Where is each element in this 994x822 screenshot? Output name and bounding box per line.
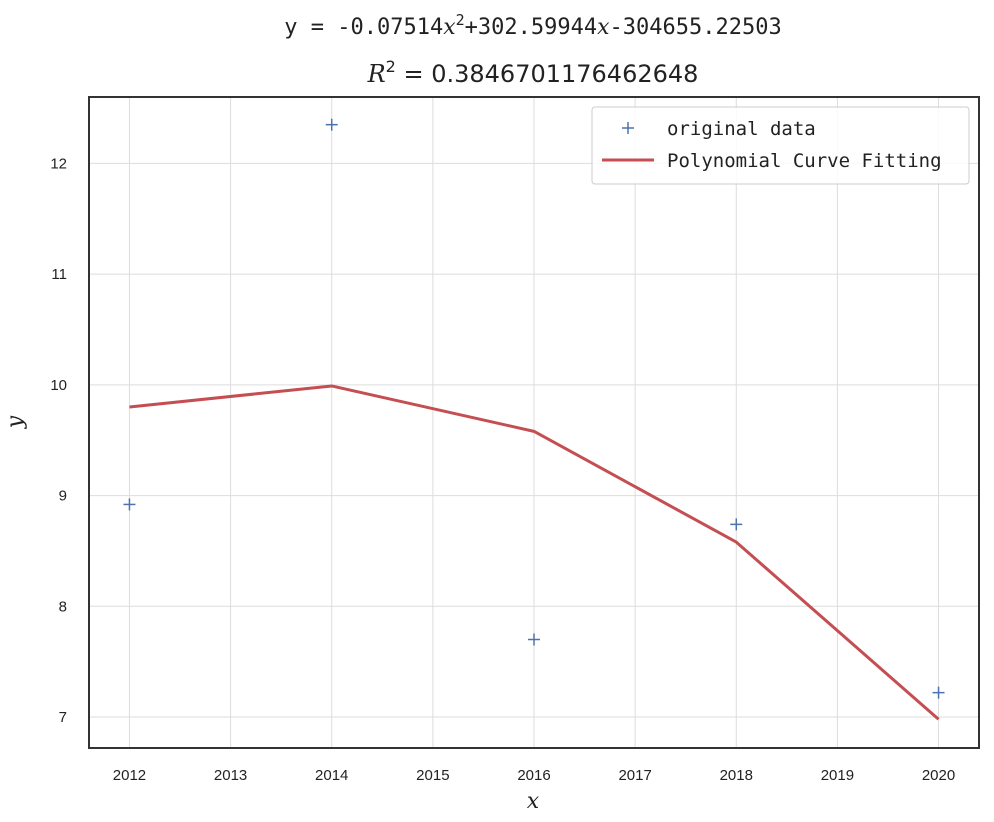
subtitle-r: R: [367, 60, 386, 88]
tick-labels: 2012 2013 2014 2015 2016 2017 2018 2019 2020 7 8 9 1…: [50, 155, 955, 784]
data-point: [123, 498, 136, 511]
x-tick-label: 2020: [922, 767, 955, 784]
title-end: -304655.: [610, 15, 716, 40]
title-middle: +302.: [465, 15, 531, 40]
x-tick-label: 2012: [113, 767, 146, 784]
y-tick-label: 11: [51, 266, 67, 283]
y-tick-label: 7: [59, 709, 67, 726]
x-tick-label: 2017: [618, 767, 651, 784]
chart-title: y = -0.07514x2+302.59944x-304655.22503: [284, 11, 782, 40]
plot-frame: [88, 96, 980, 749]
x-tick-label: 2014: [315, 767, 348, 784]
data-point: [528, 633, 540, 646]
x-tick-label: 2013: [214, 767, 247, 784]
title-exponent: 2: [456, 11, 465, 29]
x-tick-label: 2018: [720, 767, 753, 784]
subtitle-value: = 0.3846701176462648: [396, 60, 699, 88]
y-tick-label: 8: [59, 598, 67, 615]
chart-subtitle: R2 = 0.3846701176462648: [367, 57, 699, 88]
y-tick-label: 12: [50, 155, 67, 172]
title-x-var-2: x: [597, 15, 610, 40]
y-tick-label: 9: [59, 488, 67, 505]
grid: [89, 97, 979, 748]
x-tick-label: 2019: [821, 767, 854, 784]
data-point: [730, 518, 743, 531]
data-point: [932, 686, 945, 699]
plot-data: [123, 118, 945, 721]
title-x-var-1: x: [443, 15, 456, 40]
x-tick-label: 2015: [416, 767, 449, 784]
legend: original data Polynomial Curve Fitting: [591, 106, 970, 185]
legend-box: [591, 106, 970, 185]
title-prefix: y = -0.: [284, 15, 377, 40]
x-axis-label: x: [527, 789, 540, 814]
subtitle-exponent: 2: [386, 57, 396, 76]
y-tick-label: 10: [50, 377, 67, 394]
legend-label-original-data: original data: [667, 118, 816, 140]
x-tick-label: 2016: [517, 767, 550, 784]
fit-line: [129, 384, 940, 721]
legend-marker-original-data: [622, 122, 634, 134]
title-b-digits: 59944: [531, 15, 597, 40]
data-point: [325, 118, 338, 131]
title-a-digits: 07514: [377, 15, 443, 40]
y-axis-label: y: [3, 415, 28, 429]
legend-label-polynomial-fit: Polynomial Curve Fitting: [667, 150, 942, 172]
title-c-digits: 22503: [716, 15, 782, 40]
